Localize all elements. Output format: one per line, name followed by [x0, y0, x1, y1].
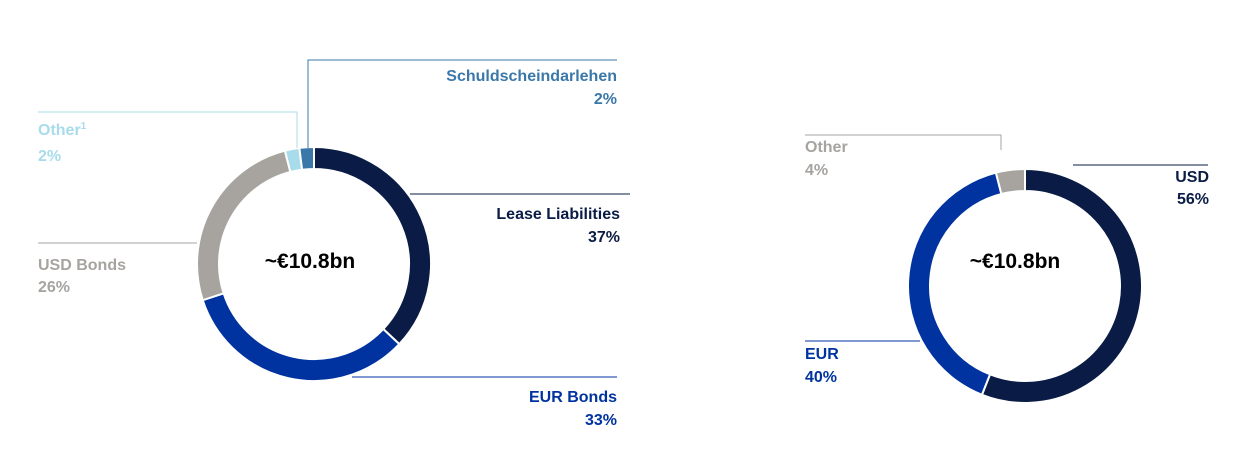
currency-donut-chart: ~€10.8bn Other 4% USD 56% EUR 40% — [805, 134, 1209, 404]
other-instrument-name: Other — [38, 122, 81, 139]
slice-eur-currency — [907, 171, 1003, 397]
slice-usd-currency — [980, 167, 1143, 404]
usd-bonds-label: USD Bonds — [38, 257, 126, 274]
schuldschein-leader-line — [307, 59, 617, 148]
slice-schuldscheindarlehen-instrument — [298, 145, 315, 171]
other-currency-leader-line — [805, 134, 1002, 150]
other-currency-label: Other — [805, 139, 848, 156]
lease-liabilities-pct: 37% — [588, 229, 620, 246]
eur-bonds-pct: 33% — [585, 412, 617, 429]
eur-bonds-label: EUR Bonds — [529, 389, 617, 406]
other-instrument-leader-line — [38, 111, 298, 148]
other-currency-pct: 4% — [805, 162, 828, 179]
schuldschein-pct: 2% — [594, 91, 617, 108]
instrument-donut-center-label: ~€10.8bn — [265, 250, 355, 273]
usd-label: USD — [1175, 169, 1209, 186]
slice-lease-liabilities-instrument — [313, 145, 432, 346]
instrument-donut-chart: ~€10.8bn Schuldscheindarlehen 2% Other1 … — [38, 59, 630, 429]
eur-label: EUR — [805, 346, 839, 363]
slice-usd-bonds-instrument — [196, 149, 292, 302]
currency-donut-slices — [907, 167, 1143, 404]
lease-liabilities-label: Lease Liabilities — [496, 206, 620, 223]
schuldschein-label: Schuldscheindarlehen — [446, 68, 617, 85]
eur-pct: 40% — [805, 369, 837, 386]
instrument-donut-slices — [196, 145, 432, 382]
other-instrument-label: Other1 — [38, 121, 87, 139]
slice-eur-bonds-instrument — [201, 292, 401, 382]
currency-donut-center-label: ~€10.8bn — [970, 250, 1060, 273]
other-instrument-pct: 2% — [38, 148, 61, 165]
other-instrument-footnote: 1 — [81, 121, 87, 132]
usd-bonds-pct: 26% — [38, 279, 70, 296]
usd-pct: 56% — [1177, 191, 1209, 208]
slice-other-currency — [994, 167, 1026, 196]
